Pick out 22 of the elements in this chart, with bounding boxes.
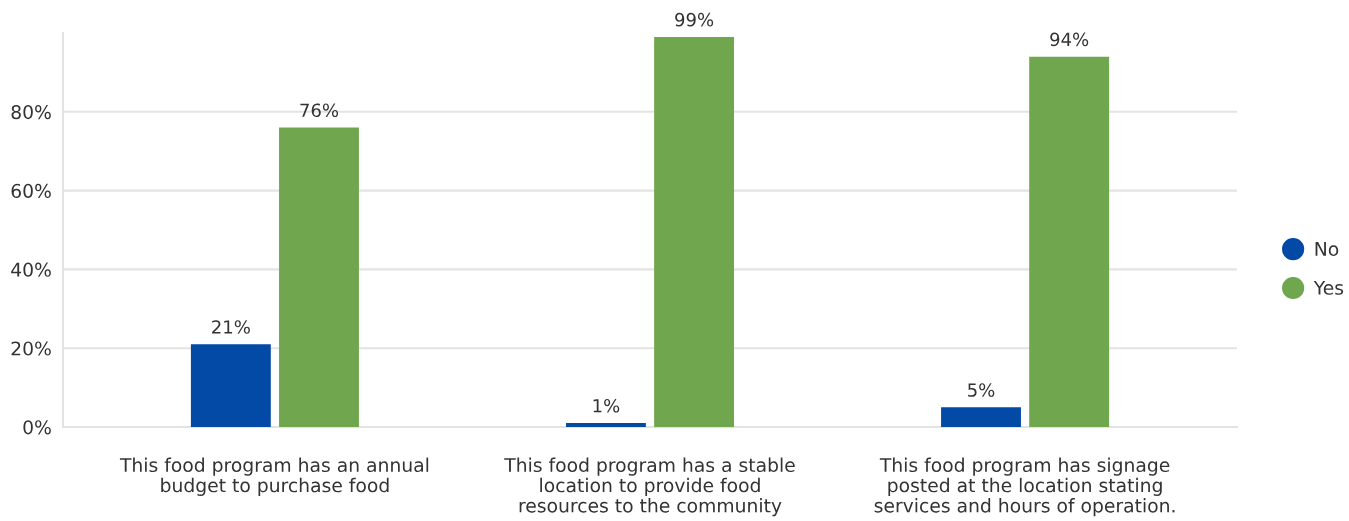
x-tick-label: This food program has a stable location to provide food resources to the community (504, 457, 795, 517)
y-tick-label: 60% (11, 183, 51, 198)
data-label: 76% (300, 103, 339, 118)
y-tick-label: 20% (11, 341, 51, 356)
bar (565, 423, 646, 427)
x-tick-label: This food program has an annual budget to purchase food (119, 457, 429, 496)
data-label: 5% (968, 383, 995, 397)
data-label: 21% (212, 320, 250, 334)
y-tick-label: 80% (11, 105, 51, 120)
data-label: 94% (1050, 32, 1089, 47)
bar (941, 407, 1021, 427)
data-label: 1% (593, 398, 620, 413)
bar (190, 344, 271, 427)
bar (654, 36, 735, 427)
bar (279, 127, 359, 427)
bar (1029, 56, 1110, 427)
legend-label: No (1315, 242, 1339, 257)
legend-label: Yes (1313, 280, 1344, 295)
data-label: 99% (675, 12, 714, 27)
x-tick-label: This food program has signage posted at the location stating services and hours of operation. (874, 457, 1175, 517)
y-tick-label: 40% (11, 262, 51, 277)
y-tick-label: 0% (23, 420, 51, 435)
